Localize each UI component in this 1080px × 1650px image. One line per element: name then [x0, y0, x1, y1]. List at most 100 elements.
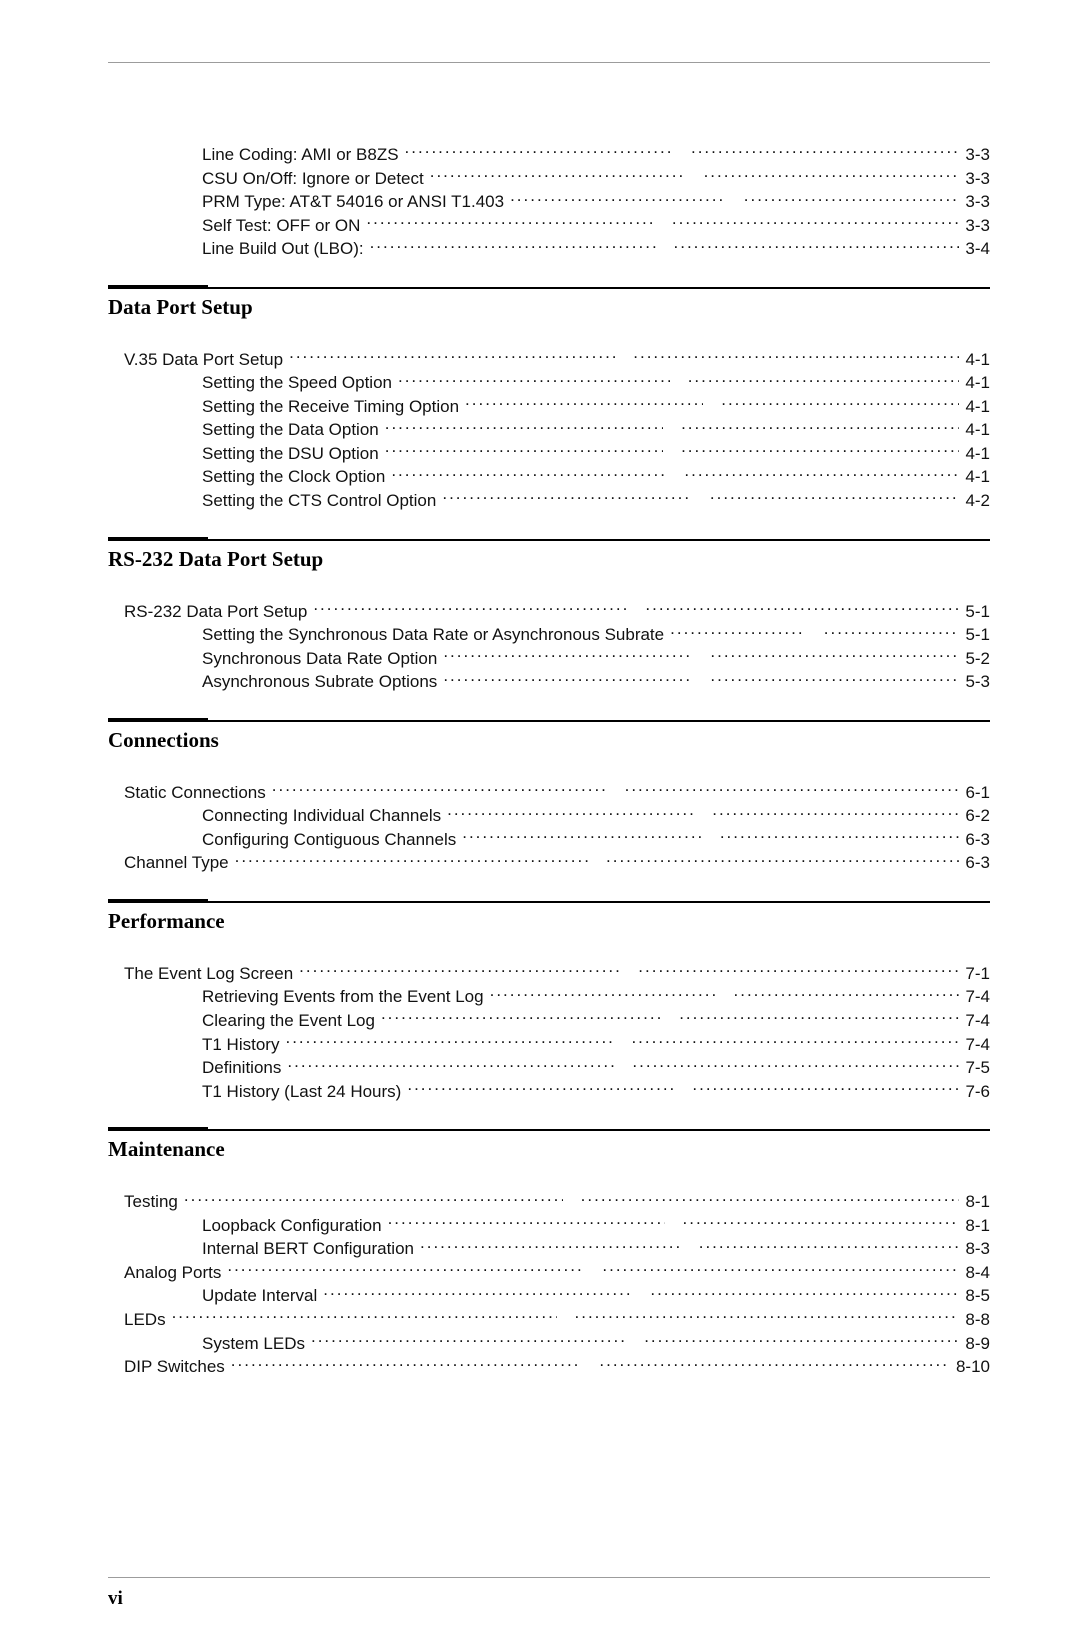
section-heading: Performance [108, 903, 990, 934]
toc-entry-label: Setting the Receive Timing Option [108, 397, 465, 417]
toc-entry-page: 6-3 [959, 853, 990, 873]
toc-leader [510, 190, 726, 207]
toc-entry-page: 8-5 [959, 1286, 990, 1306]
section-heading-block: Data Port Setup [108, 285, 990, 320]
toc-leader [184, 1190, 563, 1207]
toc-entry: Testing8-1 [108, 1190, 990, 1212]
toc-container: Line Coding: AMI or B8ZS3-3CSU On/Off: I… [108, 143, 990, 1377]
footer-rule [108, 1577, 990, 1578]
toc-entry-label: PRM Type: AT&T 54016 or ANSI T1.403 [108, 192, 510, 212]
toc-leader [289, 348, 615, 365]
section-heading-block: Connections [108, 718, 990, 753]
toc-entry-page: 4-2 [959, 491, 990, 511]
toc-entry-label: Line Coding: AMI or B8ZS [108, 145, 405, 165]
toc-leader [285, 1033, 613, 1050]
header-rule [108, 62, 990, 63]
toc-entry: Setting the Data Option4-1 [108, 418, 990, 440]
toc-leader [633, 348, 959, 365]
toc-entry-label: Setting the Clock Option [108, 467, 391, 487]
toc-entry-page: 6-3 [959, 830, 990, 850]
toc-entry-label: LEDs [108, 1310, 172, 1330]
toc-entry: Asynchronous Subrate Options5-3 [108, 670, 990, 692]
toc-entry: Configuring Contiguous Channels6-3 [108, 828, 990, 850]
toc-entry-page: 7-4 [959, 1011, 990, 1031]
toc-leader [172, 1308, 557, 1325]
toc-entry-page: 6-2 [959, 806, 990, 826]
toc-leader [299, 962, 620, 979]
toc-leader [405, 143, 673, 160]
toc-leader [710, 670, 959, 687]
toc-entry: Setting the Clock Option 4-1 [108, 465, 990, 487]
toc-leader [744, 190, 960, 207]
toc-entry-page: 4-1 [959, 467, 990, 487]
toc-leader [644, 1332, 959, 1349]
toc-entry: Static Connections6-1 [108, 781, 990, 803]
toc-entry-page: 4-1 [959, 373, 990, 393]
toc-entry-page: 7-4 [959, 987, 990, 1007]
toc-entry: Retrieving Events from the Event Log 7-4 [108, 985, 990, 1007]
section-heading: RS-232 Data Port Setup [108, 541, 990, 572]
toc-entry: Setting the Receive Timing Option 4-1 [108, 395, 990, 417]
toc-entry: T1 History7-4 [108, 1033, 990, 1055]
toc-leader [430, 167, 686, 184]
toc-leader [683, 1214, 960, 1231]
toc-entry: Internal BERT Configuration8-3 [108, 1237, 990, 1259]
toc-entry-label: Testing [108, 1192, 184, 1212]
toc-leader [575, 1308, 960, 1325]
toc-entry-label: Update Interval [108, 1286, 323, 1306]
toc-entry-page: 8-8 [959, 1310, 990, 1330]
section-heading: Connections [108, 722, 990, 753]
toc-leader [704, 167, 960, 184]
toc-leader [442, 489, 692, 506]
toc-entry-label: Retrieving Events from the Event Log [108, 987, 490, 1007]
toc-leader [272, 781, 607, 798]
footer: vi [108, 1577, 990, 1610]
toc-entry: Setting the Speed Option4-1 [108, 371, 990, 393]
toc-leader [381, 1009, 661, 1026]
toc-entry: Update Interval 8-5 [108, 1284, 990, 1306]
toc-entry-page: 5-1 [959, 625, 990, 645]
toc-leader [311, 1332, 626, 1349]
toc-entry: Loopback Configuration8-1 [108, 1214, 990, 1236]
toc-leader [720, 828, 960, 845]
toc-entry-label: Loopback Configuration [108, 1216, 388, 1236]
toc-entry-label: Setting the DSU Option [108, 444, 385, 464]
section-heading-block: Maintenance [108, 1127, 990, 1162]
toc-leader [287, 1056, 614, 1073]
toc-entry-label: DIP Switches [108, 1357, 231, 1377]
toc-leader [447, 804, 694, 821]
toc-leader [632, 1056, 959, 1073]
toc-leader [370, 237, 656, 254]
toc-entry-page: 5-2 [959, 649, 990, 669]
toc-entry-label: System LEDs [108, 1334, 311, 1354]
toc-leader [674, 237, 960, 254]
toc-entry-label: The Event Log Screen [108, 964, 299, 984]
toc-entry: System LEDs8-9 [108, 1332, 990, 1354]
toc-leader [688, 371, 960, 388]
toc-entry-label: Self Test: OFF or ON [108, 216, 366, 236]
toc-entries: RS-232 Data Port Setup5-1Setting the Syn… [108, 600, 990, 692]
toc-leader [602, 1261, 959, 1278]
toc-leader [692, 1080, 959, 1097]
toc-entry: PRM Type: AT&T 54016 or ANSI T1.4033-3 [108, 190, 990, 212]
toc-entry: CSU On/Off: Ignore or Detect3-3 [108, 167, 990, 189]
toc-leader [490, 985, 716, 1002]
section-heading-block: RS-232 Data Port Setup [108, 537, 990, 572]
toc-entries: Testing8-1Loopback Configuration8-1Inter… [108, 1190, 990, 1376]
toc-leader [625, 781, 960, 798]
toc-entry: Connecting Individual Channels 6-2 [108, 804, 990, 826]
toc-entry-label: Connecting Individual Channels [108, 806, 447, 826]
toc-entry-page: 4-1 [959, 420, 990, 440]
toc-entry: V.35 Data Port Setup4-1 [108, 348, 990, 370]
toc-leader [366, 214, 654, 231]
toc-entries: V.35 Data Port Setup4-1Setting the Speed… [108, 348, 990, 511]
toc-entry: RS-232 Data Port Setup5-1 [108, 600, 990, 622]
toc-entry-page: 4-1 [959, 397, 990, 417]
toc-leader [227, 1261, 584, 1278]
toc-leader [699, 1237, 960, 1254]
toc-entry-page: 3-3 [959, 216, 990, 236]
toc-leader [398, 371, 670, 388]
toc-leader [710, 647, 959, 664]
toc-entry-page: 7-6 [959, 1082, 990, 1102]
toc-entry: Line Coding: AMI or B8ZS3-3 [108, 143, 990, 165]
